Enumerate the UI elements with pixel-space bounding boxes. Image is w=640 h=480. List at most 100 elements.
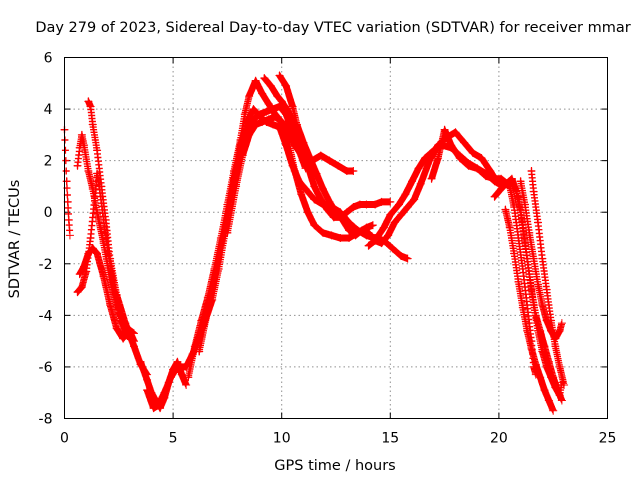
data-point	[525, 228, 534, 237]
series-markers	[428, 126, 565, 399]
data-point	[106, 275, 115, 284]
data-point	[481, 169, 490, 178]
data-point	[531, 311, 540, 320]
data-point	[529, 254, 538, 263]
y-tick-label: 6	[44, 51, 53, 67]
data-point	[112, 324, 121, 333]
data-point	[516, 177, 525, 186]
chart-title: Day 279 of 2023, Sidereal Day-to-day VTE…	[35, 20, 630, 36]
data-point	[505, 182, 514, 191]
data-point	[371, 236, 380, 245]
data-point	[451, 128, 460, 137]
data-point	[258, 89, 267, 98]
data-point	[501, 205, 510, 214]
data-point	[533, 280, 542, 289]
data-point	[245, 92, 254, 101]
data-point	[292, 120, 301, 129]
data-point	[63, 197, 72, 206]
data-point	[290, 166, 299, 175]
data-point	[249, 105, 258, 114]
data-point	[377, 197, 386, 206]
data-point	[190, 342, 199, 351]
data-point	[512, 187, 521, 196]
data-point	[542, 285, 551, 294]
series-group	[501, 205, 558, 415]
data-point	[557, 319, 566, 328]
x-tick-label: 5	[169, 431, 178, 447]
data-point	[275, 71, 284, 80]
data-point	[540, 386, 549, 395]
data-point	[318, 185, 327, 194]
data-point	[266, 81, 275, 90]
data-point	[327, 231, 336, 240]
data-point	[88, 120, 97, 129]
data-point	[507, 174, 516, 183]
data-point	[464, 161, 473, 170]
data-point	[351, 231, 360, 240]
y-tick-label: -8	[39, 412, 53, 428]
data-point	[177, 370, 186, 379]
data-point	[75, 270, 84, 279]
data-point	[510, 249, 519, 258]
y-tick-label: -4	[39, 308, 53, 324]
data-point	[325, 197, 334, 206]
data-point	[88, 244, 97, 253]
data-point	[514, 277, 523, 286]
data-point	[529, 187, 538, 196]
data-point	[364, 228, 373, 237]
data-point	[88, 185, 97, 194]
data-point	[101, 215, 110, 224]
data-point	[86, 102, 95, 111]
data-point	[153, 401, 162, 410]
data-point	[520, 200, 529, 209]
data-point	[325, 156, 334, 165]
data-point	[349, 166, 358, 175]
data-point	[323, 205, 332, 214]
data-point	[251, 120, 260, 129]
data-point	[119, 334, 128, 343]
data-point	[93, 146, 102, 155]
data-point	[531, 360, 540, 369]
data-point	[551, 342, 560, 351]
data-point	[269, 120, 278, 129]
y-tick-label: 2	[44, 154, 53, 170]
data-point	[379, 223, 388, 232]
data-point	[316, 195, 325, 204]
data-point	[345, 226, 354, 235]
data-point	[555, 362, 564, 371]
data-point	[303, 208, 312, 217]
series-group	[75, 244, 139, 346]
data-point	[527, 285, 536, 294]
data-point	[277, 97, 286, 106]
data-point	[505, 223, 514, 232]
data-point	[260, 74, 269, 83]
data-point	[288, 102, 297, 111]
data-point	[473, 164, 482, 173]
data-point	[106, 254, 115, 263]
data-point	[527, 166, 536, 175]
data-point	[173, 362, 182, 371]
data-point	[410, 195, 419, 204]
data-point	[166, 373, 175, 382]
data-point	[310, 182, 319, 191]
data-point	[203, 306, 212, 315]
data-point	[75, 143, 84, 152]
data-point	[149, 404, 158, 413]
data-point	[112, 290, 121, 299]
data-point	[342, 208, 351, 217]
data-point	[184, 373, 193, 382]
data-point	[143, 375, 152, 384]
data-point	[336, 234, 345, 242]
data-point	[310, 221, 319, 230]
data-point	[121, 319, 130, 328]
series-group	[514, 192, 566, 405]
data-point	[195, 347, 204, 356]
series-group	[60, 125, 74, 240]
x-tick-label: 0	[60, 431, 69, 447]
data-point	[238, 151, 247, 160]
data-point	[264, 99, 273, 108]
data-point	[421, 154, 430, 163]
data-point	[549, 406, 558, 415]
data-point	[497, 185, 506, 194]
